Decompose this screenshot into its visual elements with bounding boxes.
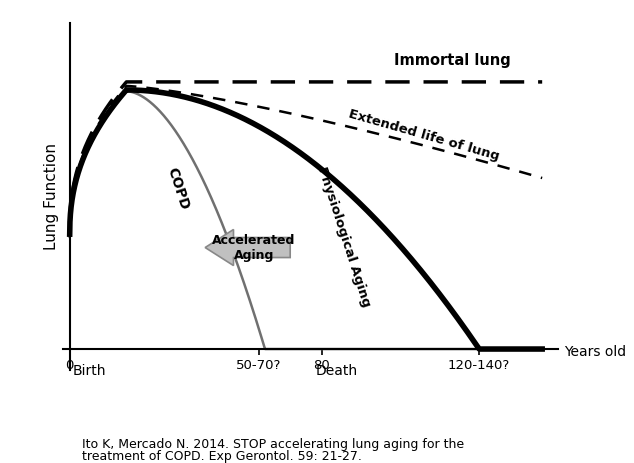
Text: Ito K, Mercado N. 2014. STOP accelerating lung aging for the: Ito K, Mercado N. 2014. STOP acceleratin… [82, 438, 465, 451]
Text: Physiological Aging: Physiological Aging [315, 165, 373, 309]
Text: Years old: Years old [564, 344, 626, 359]
Text: Extended life of lung: Extended life of lung [347, 107, 501, 163]
Text: Immortal lung: Immortal lung [394, 53, 511, 68]
Text: Death: Death [315, 364, 358, 378]
Y-axis label: Lung Function: Lung Function [44, 143, 58, 250]
FancyArrow shape [205, 230, 290, 266]
Text: treatment of COPD. Exp Gerontol. 59: 21-27.: treatment of COPD. Exp Gerontol. 59: 21-… [82, 450, 362, 463]
Text: Birth: Birth [73, 364, 107, 378]
Text: Accelerated
Aging: Accelerated Aging [212, 233, 295, 262]
Text: COPD: COPD [164, 166, 191, 212]
